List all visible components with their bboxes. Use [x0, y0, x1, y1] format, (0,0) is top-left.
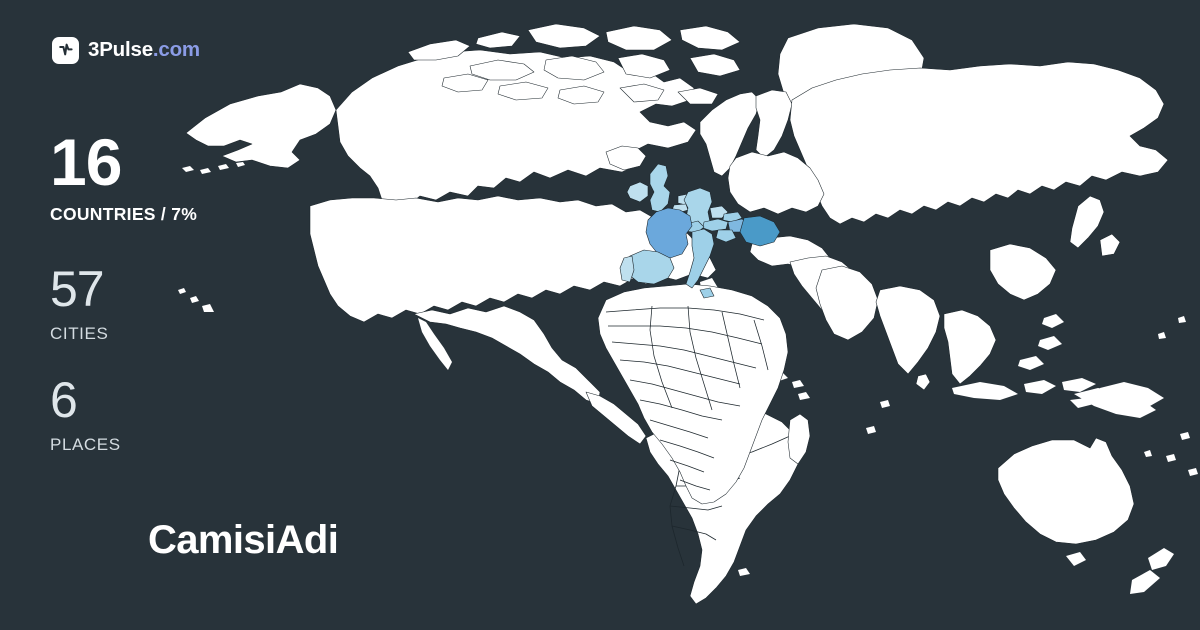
region-australia — [997, 437, 1135, 545]
stat-countries: 16 COUNTRIES / 7% — [50, 125, 198, 224]
region-iceland — [605, 145, 647, 171]
region-hawaii — [178, 288, 214, 312]
country-croatia — [715, 229, 737, 243]
region-arabia — [815, 265, 879, 341]
region-central-america — [585, 391, 647, 445]
country-united-kingdom — [649, 163, 671, 213]
stat-places: 6 PLACES — [50, 372, 121, 454]
stat-countries-value: 16 — [50, 125, 122, 199]
region-scandinavia — [699, 91, 761, 177]
region-alaska — [185, 83, 337, 169]
region-russia — [789, 61, 1169, 225]
country-ireland — [626, 181, 649, 203]
brand-tld: .com — [152, 38, 200, 62]
region-falklands — [738, 568, 750, 576]
region-new-zealand — [1130, 548, 1174, 594]
region-china-coast — [989, 243, 1057, 301]
region-new-guinea — [1074, 388, 1156, 418]
region-tasmania — [1066, 552, 1086, 566]
stat-places-label: PLACES — [50, 434, 121, 454]
brand-name: 3Pulse — [88, 38, 153, 62]
country-portugal — [619, 255, 635, 283]
region-aleutians — [182, 162, 245, 174]
region-africa-borders — [605, 305, 769, 491]
country-romania — [739, 215, 781, 247]
region-sri-lanka — [915, 373, 931, 391]
region-finland — [755, 89, 793, 159]
region-arctic-islands — [407, 23, 741, 105]
region-southeast-asia — [943, 309, 997, 385]
stat-cities-value: 57 — [50, 261, 105, 317]
region-baja — [418, 318, 452, 370]
country-italy — [685, 228, 715, 299]
region-japan — [1069, 195, 1121, 257]
brand-logo[interactable]: 3Pulse.com — [52, 37, 200, 64]
highlighted-countries — [619, 163, 781, 299]
brand-wordmark: 3Pulse.com — [88, 40, 200, 61]
region-eastern-europe — [727, 151, 825, 215]
stats-overlay: 3Pulse.com 16 COUNTRIES / 7% 57 CITIES 6… — [0, 0, 339, 630]
stat-cities: 57 CITIES — [50, 261, 109, 343]
pulse-check-icon — [52, 37, 79, 64]
username: CamisiAdi — [148, 518, 339, 562]
country-france — [645, 207, 693, 259]
region-indonesia — [952, 314, 1164, 408]
stat-countries-label: COUNTRIES / 7% — [50, 203, 198, 224]
stat-cities-label: CITIES — [50, 323, 109, 343]
stat-places-value: 6 — [50, 372, 78, 428]
region-madagascar — [787, 413, 811, 465]
region-india — [875, 285, 941, 375]
